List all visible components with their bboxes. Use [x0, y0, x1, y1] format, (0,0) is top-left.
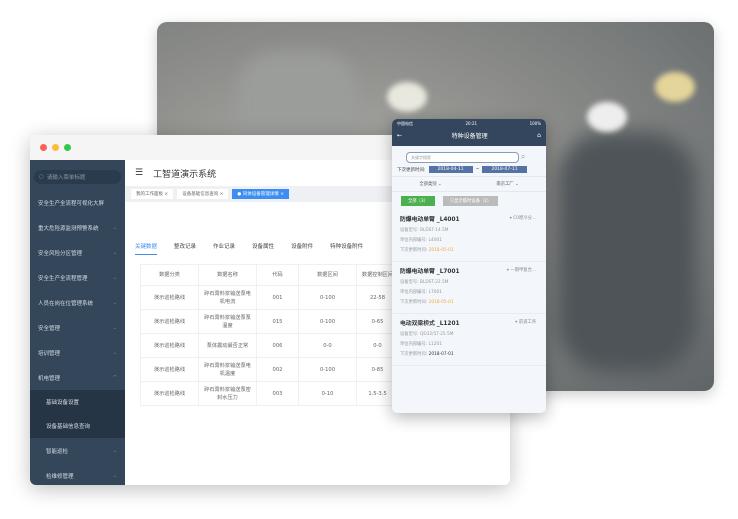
sidebar-item[interactable]: 重大危险源监测预警系统 ⌄ [38, 224, 117, 232]
location: ⌖ 一期甲复合... [506, 268, 536, 273]
table-row: 演示巡检路线 碎石膏料浆输送泵泵温度 015 0-100 0-65 [140, 309, 399, 334]
table-cell: 015 [256, 309, 299, 334]
sidebar-subitem[interactable]: 检维修管理 ⌄ [46, 472, 117, 480]
chevron-down-icon: ⌄ [112, 447, 117, 454]
minimize-dot[interactable] [52, 144, 59, 151]
sidebar-item[interactable]: 安全生产全流程可视化大屏 [38, 200, 105, 207]
page-title: 工智道演示系统 [153, 169, 217, 180]
maximize-dot[interactable] [64, 144, 71, 151]
table-cell: 演示巡检路线 [140, 357, 199, 382]
table-cell: 演示巡检路线 [140, 285, 199, 310]
keyword-search-input[interactable]: 关键字搜索 [406, 152, 519, 163]
device-card[interactable]: 防爆电动单臂 _L7001 ⌖ 一期甲复合... 设备型号: BLDST-22.… [392, 262, 546, 314]
sidebar-subitem[interactable]: 设备基础信息查询 [30, 414, 125, 438]
sidebar: ○ 请输入菜单标题 安全生产全流程可视化大屏重大危险源监测预警系统 ⌄ 安全风险分区管… [30, 160, 125, 485]
sidebar-subitem[interactable]: 智能巡检 ⌄ [46, 447, 117, 455]
tab[interactable]: 作业记录 [213, 244, 236, 250]
table-cell: 0-10 [298, 381, 357, 406]
tabs: 关键数据 整改记录 作业记录 设备属性 设备附件 特种设备附件 [135, 242, 363, 255]
column-header: 代码 [256, 264, 299, 286]
table-cell: 演示巡检路线 [140, 333, 199, 358]
home-icon[interactable]: ⌂ [537, 132, 541, 139]
menu-search-input[interactable]: ○ 请输入菜单标题 [34, 170, 121, 184]
table-cell: 0-100 [298, 357, 357, 382]
location: ⌖ 前道工序 [515, 320, 536, 325]
table-cell: 0-65 [356, 309, 399, 334]
chevron-down-icon: ⌄ [112, 472, 117, 479]
table-cell: 碎石膏料浆输送泵密封水压力 [198, 381, 257, 406]
column-header: 数据区间 [298, 264, 357, 286]
temp-only-button[interactable]: 只显示临时设备（2） [442, 196, 499, 206]
close-dot[interactable] [40, 144, 47, 151]
table-cell: 0-100 [298, 285, 357, 310]
location-pin-icon: ⌖ [515, 320, 518, 325]
sidebar-item[interactable]: 机电管理 ^ [38, 374, 117, 382]
device-card[interactable]: 电动双梁桥式 _L1201 ⌖ 前道工序 设备型号: QD32/5T-25.5M… [392, 314, 546, 366]
tab[interactable]: 设备附件 [291, 244, 314, 250]
tag-device-detail[interactable]: ● 同体设备管理详情 × [232, 189, 289, 199]
status-bar: 中国电信 20:21 100% [397, 121, 541, 126]
all-button[interactable]: 全部（3） [401, 196, 435, 206]
table-cell: 碎石膏料浆输送泵泵温度 [198, 309, 257, 334]
sidebar-item[interactable]: 安全风险分区管理 ⌄ [38, 249, 117, 257]
location-pin-icon: ⌖ [506, 268, 510, 273]
table-cell: 001 [256, 285, 299, 310]
menu-toggle-icon[interactable]: ☰ [135, 168, 144, 178]
table-row: 演示巡检路线 泵体震动最否正常 006 0-0 0-0 [140, 333, 399, 358]
sidebar-item[interactable]: 培训管理 ⌄ [38, 349, 117, 357]
table-row: 演示巡检路线 碎石膏料浆输送泵电机温度 002 0-100 0-85 [140, 357, 399, 382]
search-icon: ○ [39, 174, 44, 180]
mobile-app: 中国电信 20:21 100% ← 特种设备管理 ⌂ 关键字搜索 ⌕ 下次更新时间: 20… [392, 119, 546, 413]
tag-device-query[interactable]: 设备基础信息查询 × [177, 189, 229, 199]
table-cell: 碎石膏料浆输送泵电机温度 [198, 357, 257, 382]
column-header: 数据分类 [140, 264, 199, 286]
back-icon[interactable]: ← [397, 132, 403, 139]
factory-filter[interactable]: 南京工厂 ⌄ [496, 182, 519, 187]
sidebar-subitem[interactable]: 基础设备设置 [30, 390, 125, 414]
date-to[interactable]: 2018-07-11 [482, 166, 527, 173]
device-card[interactable]: 防爆电动单臂 _L4001 ⌖ C0原冷分... 设备型号: BLDST-14.… [392, 210, 546, 262]
table-row: 演示巡检路线 碎石膏料浆输送泵密封水压力 003 0-10 1.5-3.5 [140, 381, 399, 406]
table-cell: 碎石膏料浆输送泵电机电流 [198, 285, 257, 310]
tab[interactable]: 特种设备附件 [330, 244, 364, 250]
table-cell: 002 [256, 357, 299, 382]
sidebar-item[interactable]: 人员在岗在位管理系统 ⌄ [38, 299, 117, 307]
date-label: 下次更新时间: [397, 167, 426, 173]
table-cell: 泵体震动最否正常 [198, 333, 257, 358]
chevron-down-icon: ⌄ [112, 349, 117, 356]
chevron-up-icon: ^ [112, 374, 117, 381]
chevron-down-icon: ⌄ [112, 324, 117, 331]
table-cell: 演示巡检路线 [140, 309, 199, 334]
chevron-down-icon: ⌄ [112, 224, 117, 231]
tab[interactable]: 关键数据 [135, 242, 158, 255]
tab[interactable]: 整改记录 [174, 244, 197, 250]
table-cell: 003 [256, 381, 299, 406]
search-icon[interactable]: ⌕ [520, 152, 526, 161]
location-pin-icon: ⌖ [509, 216, 512, 221]
table-cell: 1.5-3.5 [356, 381, 399, 406]
phone-title: 特种设备管理 [451, 133, 488, 140]
chevron-down-icon: ⌄ [112, 249, 117, 256]
table-cell: 0-0 [298, 333, 357, 358]
category-filter[interactable]: 全部类别 ⌄ [419, 182, 442, 187]
chevron-down-icon: ⌄ [112, 274, 117, 281]
chevron-down-icon: ⌄ [112, 299, 117, 306]
sidebar-item[interactable]: 安全管理 ⌄ [38, 324, 117, 332]
tab[interactable]: 设备属性 [252, 244, 275, 250]
table-cell: 演示巡检路线 [140, 381, 199, 406]
column-header: 数据名称 [198, 264, 257, 286]
location: ⌖ C0原冷分... [509, 216, 536, 221]
sidebar-item[interactable]: 安全生产全流程管理 ⌄ [38, 274, 117, 282]
table-row: 演示巡检路线 碎石膏料浆输送泵电机电流 001 0-100 22-58 [140, 285, 399, 310]
data-table: 数据分类 数据名称 代码 数据区间 数据控制区间 演示巡检路线 碎石膏料浆输送泵电机电流 00… [140, 264, 399, 406]
date-from[interactable]: 2018-04-11 [428, 166, 473, 173]
tag-workspace[interactable]: 我的工作面板 × [131, 189, 174, 199]
table-cell: 006 [256, 333, 299, 358]
search-placeholder: 请输入菜单标题 [46, 175, 86, 181]
table-cell: 0-100 [298, 309, 357, 334]
